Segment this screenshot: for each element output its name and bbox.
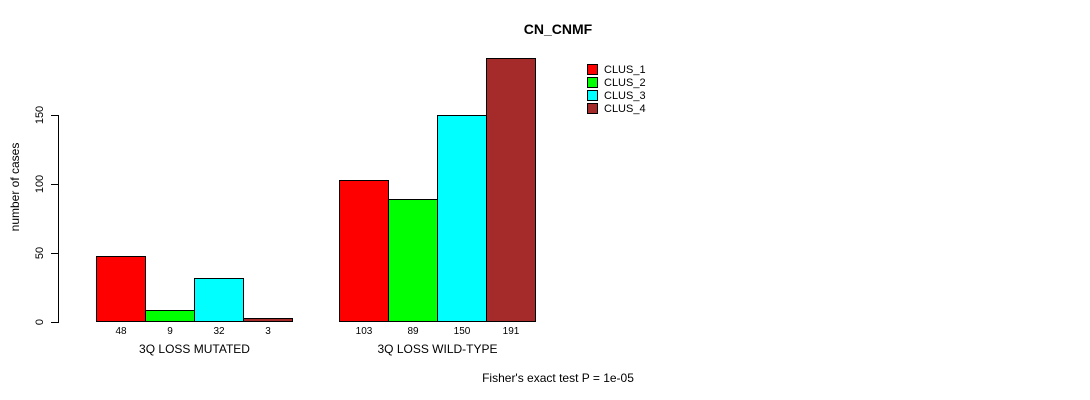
- y-tick-label: 50: [34, 246, 46, 260]
- bar-CLUS_1: [339, 180, 389, 322]
- y-tick: [51, 322, 58, 323]
- category-label: 3Q LOSS WILD-TYPE: [377, 342, 498, 356]
- bar-value-label: 48: [115, 326, 127, 337]
- bar-CLUS_3: [437, 115, 487, 322]
- y-tick-label: 100: [34, 174, 46, 194]
- bar-value-label: 103: [355, 326, 373, 337]
- bar-CLUS_3: [194, 278, 244, 322]
- bar-CLUS_2: [145, 310, 195, 322]
- bar-CLUS_4: [486, 58, 536, 322]
- y-tick: [51, 184, 58, 185]
- footer-annotation: Fisher's exact test P = 1e-05: [482, 371, 634, 385]
- y-tick-label: 150: [34, 105, 46, 125]
- y-tick-label: 0: [34, 318, 46, 326]
- bar-value-label: 9: [167, 326, 173, 337]
- bar-CLUS_4: [243, 318, 293, 322]
- bar-CLUS_1: [96, 256, 146, 322]
- bar-value-label: 3: [265, 326, 271, 337]
- bar-value-label: 32: [213, 326, 225, 337]
- y-tick: [51, 115, 58, 116]
- chart-title: CN_CNMF: [523, 21, 593, 37]
- y-axis-line: [58, 115, 59, 323]
- bar-value-label: 191: [502, 326, 520, 337]
- bar-value-label: 89: [407, 326, 419, 337]
- bar-value-label: 150: [453, 326, 471, 337]
- y-tick: [51, 253, 58, 254]
- category-label: 3Q LOSS MUTATED: [139, 342, 250, 356]
- bar-CLUS_2: [388, 199, 438, 322]
